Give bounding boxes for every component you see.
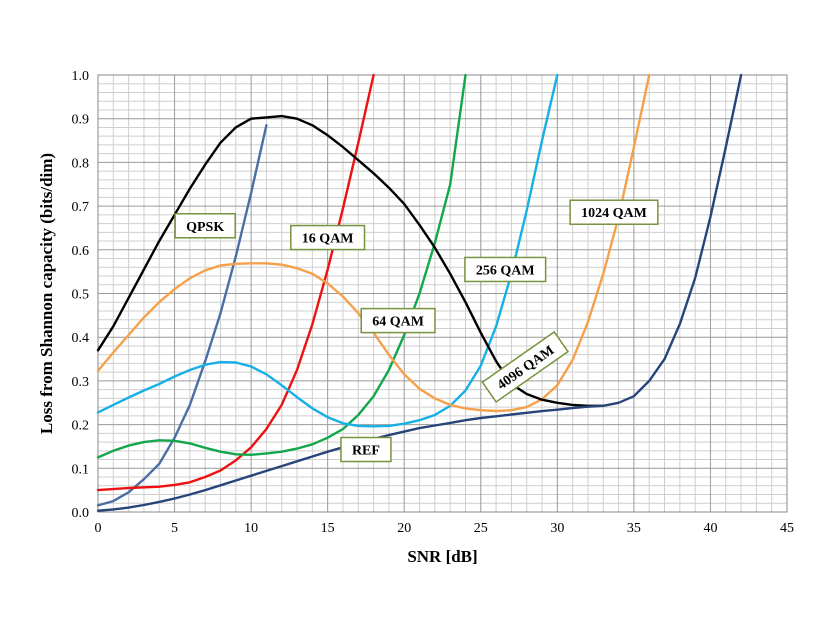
- y-tick-label: 0.6: [72, 244, 90, 259]
- y-tick-label: 1.0: [72, 69, 90, 84]
- x-tick-label: 35: [627, 521, 641, 536]
- series-line-256-qam: [96, 73, 559, 428]
- label-frame: [569, 199, 659, 225]
- series-line-ref: [96, 73, 743, 512]
- label-frame: [360, 307, 436, 334]
- x-tick-label: 45: [780, 521, 794, 536]
- y-tick-label: 0.7: [72, 200, 90, 215]
- series-label-64-qam: 64 QAM: [372, 315, 424, 330]
- x-axis-ticks: 0 5 10 15 20 25 30 35 40 45: [95, 521, 795, 536]
- y-tick-label: 0.0: [72, 506, 90, 521]
- series-label-256-qam: 256 QAM: [476, 263, 535, 278]
- label-box-64-qam: 64 QAM: [360, 307, 436, 334]
- x-tick-label: 10: [244, 521, 258, 536]
- series-line-4096-qam: [96, 114, 605, 407]
- label-box-ref: REF: [340, 436, 392, 463]
- label-frame: [340, 436, 392, 463]
- y-tick-label: 0.4: [72, 331, 90, 346]
- label-frame: [290, 224, 366, 251]
- series-line-qpsk: [96, 124, 268, 507]
- x-tick-label: 0: [95, 521, 102, 536]
- x-tick-label: 15: [321, 521, 335, 536]
- label-box-16-qam: 16 QAM: [290, 224, 366, 251]
- x-tick-label: 20: [397, 521, 411, 536]
- label-frame: [481, 330, 570, 403]
- label-box-256-qam: 256 QAM: [464, 256, 547, 283]
- y-tick-label: 0.1: [72, 462, 90, 477]
- label-frame: [174, 213, 236, 239]
- y-tick-label: 0.5: [72, 288, 90, 303]
- x-axis-title: SNR [dB]: [407, 547, 477, 566]
- series-label-qpsk: QPSK: [186, 220, 224, 235]
- y-axis-title: Loss from Shannon capacity (bits/dim): [37, 153, 56, 434]
- y-axis-ticks: 0.0 0.1 0.2 0.3 0.4 0.5 0.6 0.7 0.8 0.9 1.0: [72, 69, 90, 521]
- label-frame: [464, 256, 547, 283]
- label-box-4096-qam: 4096 QAM: [481, 330, 570, 403]
- x-tick-label: 5: [171, 521, 178, 536]
- x-tick-label: 25: [474, 521, 488, 536]
- x-tick-label: 30: [550, 521, 564, 536]
- series-label-1024-qam: 1024 QAM: [581, 206, 647, 221]
- plot-frame: [97, 74, 788, 513]
- series-label-ref: REF: [352, 444, 380, 459]
- x-tick-label: 40: [703, 521, 717, 536]
- label-box-1024-qam: 1024 QAM: [569, 199, 659, 225]
- series-label-16-qam: 16 QAM: [302, 232, 354, 247]
- label-box-qpsk: QPSK: [174, 213, 236, 239]
- y-tick-label: 0.8: [72, 156, 90, 171]
- series-line-64-qam: [96, 73, 467, 459]
- y-tick-label: 0.3: [72, 375, 90, 390]
- y-tick-label: 0.9: [72, 113, 90, 128]
- y-tick-label: 0.2: [72, 419, 90, 434]
